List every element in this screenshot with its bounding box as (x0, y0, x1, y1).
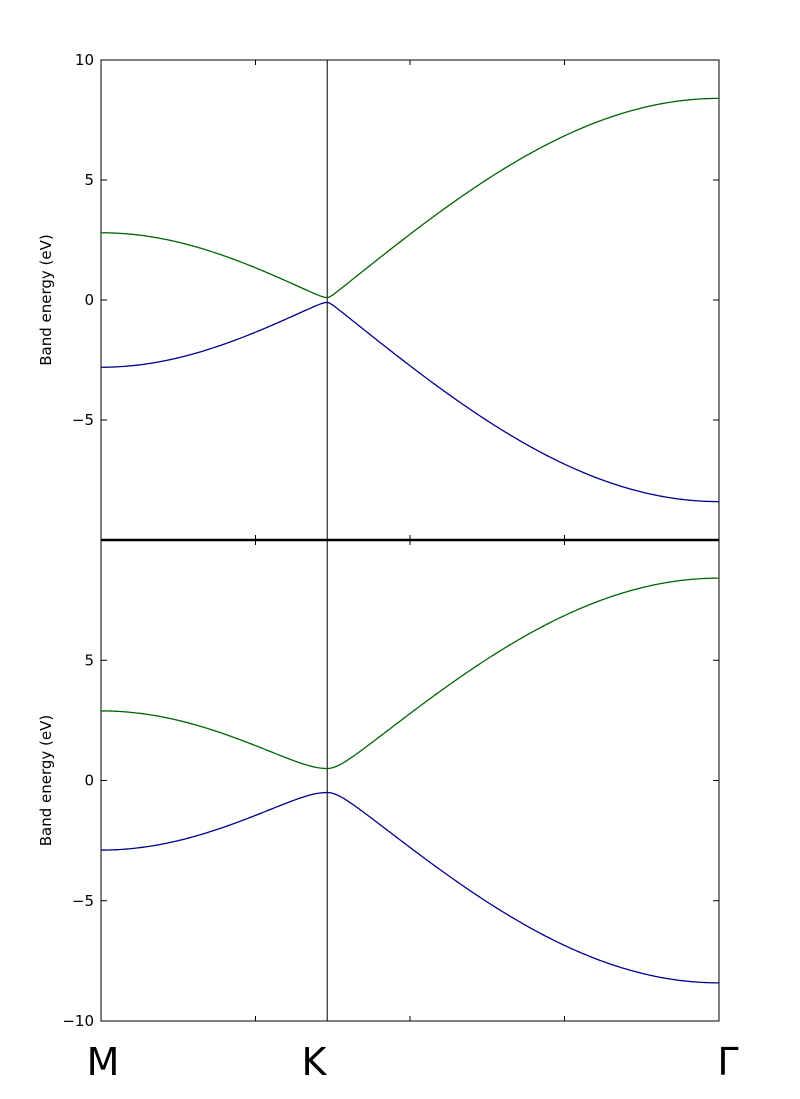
y-tick-label-bottom-0: 5 (84, 651, 94, 669)
band-upper-bottom (100, 577, 720, 770)
panels-group: 10 5 0 −5 Band energy (eV) 5 0 −5 −10 Band energy… (37, 51, 720, 1030)
band-lower-top (101, 301, 719, 503)
kpoint-label-2: Γ (717, 1040, 738, 1084)
y-tick-label-top-2: 0 (84, 291, 94, 309)
plot-frame-bottom (100, 539, 720, 1022)
kpoint-label-1: K (302, 1040, 328, 1084)
band-lower-bottom (100, 791, 720, 984)
y-tick-label-top-0: 10 (75, 51, 94, 69)
y-tick-label-top-3: −5 (72, 411, 94, 429)
y-axis-title-bottom: Band energy (eV) (37, 715, 55, 847)
band-upper-top (101, 97, 719, 299)
y-tick-label-bottom-3: −10 (62, 1012, 94, 1030)
panel-top: 10 5 0 −5 Band energy (eV) (37, 51, 720, 541)
panel-bottom: 5 0 −5 −10 Band energy (eV) (37, 539, 720, 1030)
kpoint-label-0: M (87, 1040, 120, 1084)
y-tick-label-bottom-2: −5 (72, 892, 94, 910)
plot-frame-top (100, 59, 720, 541)
y-tick-label-top-1: 5 (84, 171, 94, 189)
y-axis-title-top: Band energy (eV) (37, 234, 55, 366)
y-tick-label-bottom-1: 0 (84, 772, 94, 790)
